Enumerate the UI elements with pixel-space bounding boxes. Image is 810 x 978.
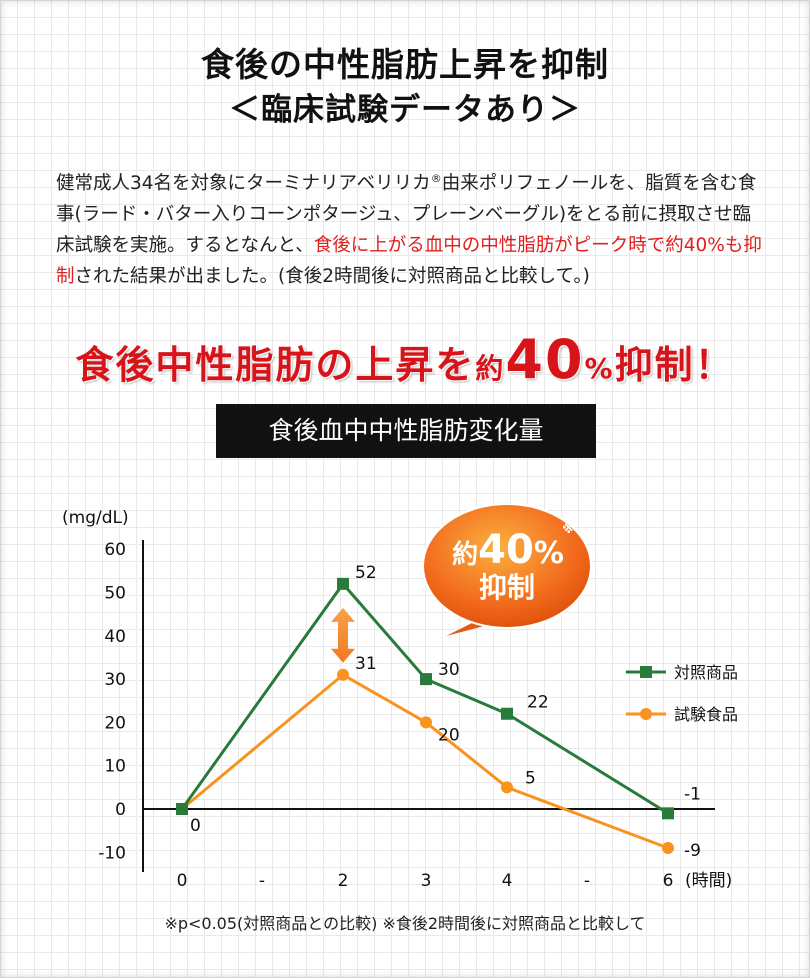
- headline-number: 40: [505, 328, 585, 391]
- headline-yaku: 約: [475, 352, 506, 385]
- data-label: 52: [355, 563, 377, 583]
- headline-percent: %: [584, 352, 615, 385]
- data-label: 22: [527, 693, 549, 713]
- y-tick-label: 40: [104, 627, 126, 647]
- data-label: -9: [684, 841, 701, 861]
- x-tick-label: -: [259, 871, 265, 891]
- data-label: 5: [525, 768, 536, 788]
- series-line-1: [181, 672, 669, 850]
- data-label: 30: [438, 660, 460, 680]
- data-point-0: [662, 807, 674, 820]
- y-tick-label: 50: [104, 584, 126, 604]
- legend-marker: [640, 666, 652, 678]
- y-tick-label: 20: [104, 713, 126, 733]
- data-label: -1: [684, 784, 701, 804]
- data-label: 20: [438, 725, 460, 745]
- data-point-1: [420, 716, 432, 729]
- description-highlight: 食後に上がる血中の中性脂肪がピーク時で約40%も抑制: [56, 235, 762, 288]
- legend-label: 試験食品: [674, 705, 738, 724]
- data-point-1: [662, 841, 674, 854]
- y-tick-label: 60: [104, 540, 126, 560]
- data-label: 31: [355, 654, 377, 674]
- description-part3: された結果が出ました。(食後2時間後に対照商品と比較して。): [74, 266, 590, 288]
- x-tick-label: 0: [177, 871, 188, 891]
- bubble-text-line1: 約40%: [452, 527, 564, 573]
- page-subtitle: ＜臨床試験データあり＞: [229, 92, 581, 128]
- description-part1: 健常成人34名を対象にターミナリアベリリカ: [56, 173, 431, 195]
- data-point-1: [501, 781, 513, 794]
- bubble-mark: ※: [562, 521, 576, 537]
- x-tick-label: 4: [502, 871, 513, 891]
- bubble: [422, 503, 592, 629]
- legend-label: 対照商品: [674, 663, 738, 682]
- data-point-0: [420, 673, 432, 686]
- y-tick-label: 0: [115, 800, 126, 820]
- chart-banner: 食後血中中性脂肪変化量: [216, 404, 596, 458]
- x-tick-label: 3: [421, 871, 432, 891]
- series-line-0: [180, 581, 669, 815]
- data-point-0: [501, 707, 513, 720]
- bubble-prefix: 約: [452, 539, 478, 570]
- page-title: 食後の中性脂肪上昇を抑制: [201, 45, 609, 84]
- description: 健常成人34名を対象にターミナリアベリリカ®由来ポリフェノールを、脂質を含む食事…: [56, 163, 766, 292]
- y-tick-label: -10: [98, 843, 126, 863]
- y-tick-label: 30: [104, 670, 126, 690]
- bubble-percent: %: [534, 536, 564, 571]
- headline-part1: 食後中性脂肪の上昇を: [75, 343, 476, 387]
- bubble-text-line2: 抑制: [479, 571, 535, 604]
- data-label: 0: [190, 816, 201, 836]
- x-tick-label: 6: [663, 871, 674, 891]
- headline: 食後中性脂肪の上昇を約40%抑制！: [0, 328, 810, 391]
- data-point-1: [337, 668, 349, 681]
- y-axis-label: (mg/dL): [62, 508, 129, 528]
- x-axis-label: (時間): [685, 871, 732, 891]
- bubble-number: 40: [478, 527, 534, 573]
- registered-mark: ®: [430, 172, 442, 185]
- data-point-0: [176, 803, 188, 815]
- footnote: ※p<0.05(対照商品との比較) ※食後2時間後に対照商品と比較して: [164, 914, 646, 933]
- y-tick-label: 10: [104, 757, 126, 777]
- x-tick-label: -: [584, 871, 590, 891]
- legend-marker: [640, 708, 652, 720]
- headline-part2: 抑制！: [614, 343, 735, 387]
- data-point-0: [337, 577, 349, 590]
- description-part2: 由来ポリフェノールを、脂質を含む食事(ラード・バター入りコーンポタージュ、プレー…: [56, 173, 757, 257]
- difference-arrow-icon: [331, 607, 355, 663]
- x-tick-label: 2: [338, 871, 349, 891]
